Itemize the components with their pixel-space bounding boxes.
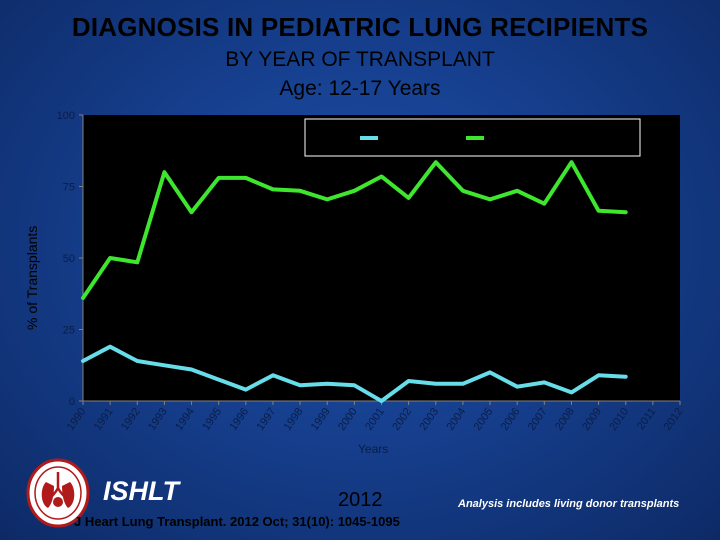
x-tick-label: 1990: [65, 406, 89, 433]
x-tick-label: 2003: [417, 406, 441, 433]
x-tick-label: 2010: [607, 406, 631, 433]
ishlt-logo: [26, 458, 90, 528]
y-tick-label: 25: [63, 325, 75, 337]
x-tick-label: 2001: [363, 406, 387, 433]
series-line-2: [81, 160, 628, 300]
x-tick-label: 2004: [444, 406, 468, 433]
x-tick-label: 2006: [499, 406, 523, 433]
x-tick-label: 1997: [255, 406, 279, 433]
y-tick-label: 50: [63, 253, 75, 265]
chart-subtitle: BY YEAR OF TRANSPLANT: [225, 48, 495, 71]
x-axis-label: Years: [358, 442, 389, 456]
x-tick-label: 2005: [472, 406, 496, 433]
x-tick-label: 2000: [336, 406, 360, 433]
y-tick-label: 100: [57, 110, 75, 122]
chart-title: DIAGNOSIS IN PEDIATRIC LUNG RECIPIENTS: [71, 12, 649, 42]
x-tick-label: 1996: [227, 406, 251, 433]
x-tick-label: 2009: [580, 406, 604, 433]
x-tick-label: 1991: [92, 406, 116, 433]
x-tick-label: 2012: [662, 406, 686, 433]
x-tick-label: 1998: [282, 406, 306, 433]
x-tick-label: 1999: [309, 406, 333, 433]
x-tick-label: 1995: [200, 406, 224, 433]
x-tick-label: 2007: [526, 406, 550, 433]
x-tick-label: 2002: [390, 406, 414, 433]
y-tick-label: 0: [69, 396, 75, 408]
y-axis-label: % of Transplants: [24, 225, 40, 330]
series-line-1: [81, 344, 628, 403]
x-tick-label: 1993: [146, 406, 170, 433]
x-tick-label: 2011: [635, 406, 658, 432]
footnote: Analysis includes living donor transplan…: [458, 498, 680, 510]
x-tick-label: 2008: [553, 406, 577, 433]
citation: J Heart Lung Transplant. 2012 Oct; 31(10…: [74, 514, 400, 529]
plot-area: [83, 115, 680, 401]
chart-age-group: Age: 12-17 Years: [279, 77, 441, 100]
report-year: 2012: [338, 489, 383, 511]
x-tick-label: 1992: [119, 406, 143, 433]
ishlt-brand: ISHLT: [103, 476, 179, 506]
x-tick-label: 1994: [173, 406, 197, 433]
y-tick-label: 75: [63, 182, 75, 194]
